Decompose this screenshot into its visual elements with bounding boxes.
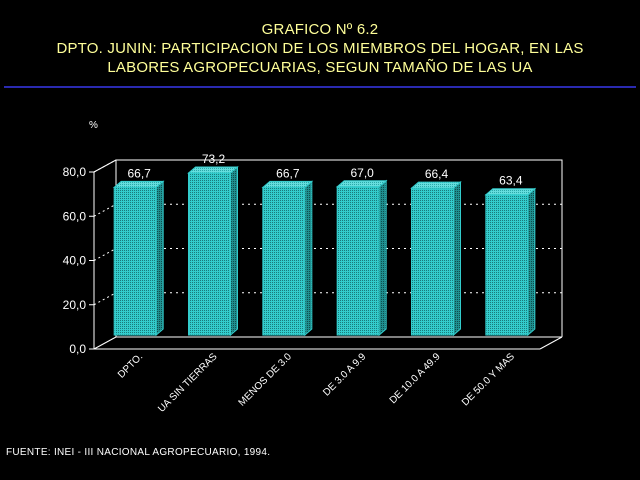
bar-side xyxy=(527,187,536,337)
x-category-label: DPTO. xyxy=(116,351,145,380)
x-category-label: DE 10.0 A 49.9 xyxy=(388,351,443,406)
bar-top xyxy=(187,166,239,174)
bar-front xyxy=(411,187,454,336)
bar-value-label: 66,7 xyxy=(276,166,300,180)
bar xyxy=(112,180,165,337)
bar-front xyxy=(188,172,231,336)
bar-side xyxy=(230,165,238,337)
bar-side xyxy=(453,181,461,337)
bar-top xyxy=(410,181,462,189)
bar-top xyxy=(335,180,388,188)
bar xyxy=(335,179,388,337)
bar xyxy=(484,187,537,337)
bar-side xyxy=(155,180,164,337)
y-tick-label: 60,0 xyxy=(63,209,87,223)
side-gridline xyxy=(93,203,117,217)
side-gridline xyxy=(93,248,117,261)
bar-side xyxy=(304,180,313,337)
bar-top xyxy=(484,188,537,196)
x-category-label: UA SIN TIERRAS xyxy=(156,351,220,415)
bar-side xyxy=(378,179,387,337)
bar-value-label: 66,7 xyxy=(127,166,151,180)
x-category-label: DE 50.0 Y MAS xyxy=(460,351,517,408)
bar-value-label: 63,4 xyxy=(499,174,523,188)
y-tick-label: 0,0 xyxy=(69,342,86,356)
x-category-label: DE 3.0 A 9.9 xyxy=(321,351,368,398)
floor-right-edge xyxy=(539,336,563,350)
bar-front xyxy=(262,186,306,336)
bar-value-label: 73,2 xyxy=(202,152,226,166)
y-tick-label: 40,0 xyxy=(63,254,87,268)
y-tick-label: 80,0 xyxy=(63,165,87,179)
title-line-3: LABORES AGROPECUARIAS, SEGUN TAMAÑO DE L… xyxy=(107,59,533,76)
side-gridline xyxy=(93,292,117,306)
bar-front xyxy=(485,194,529,336)
source-note: FUENTE: INEI - III NACIONAL AGROPECUARIO… xyxy=(6,447,271,458)
floor-left-edge xyxy=(93,336,117,350)
x-category-label: MENOS DE 3.0 xyxy=(237,351,295,409)
bars-group xyxy=(112,165,537,337)
bar-value-label: 67,0 xyxy=(350,166,374,180)
bar xyxy=(187,165,239,337)
side-gridline xyxy=(93,159,117,173)
title-line-1: GRAFICO Nº 6.2 xyxy=(261,21,379,38)
bar-front xyxy=(113,186,157,336)
chart-title: GRAFICO Nº 6.2 DPTO. JUNIN: PARTICIPACIO… xyxy=(0,20,640,77)
bar xyxy=(410,181,462,337)
y-tick-label: 20,0 xyxy=(63,298,87,312)
y-unit-label: % xyxy=(89,120,98,131)
bar-top xyxy=(261,180,314,188)
bar-front xyxy=(336,186,380,336)
bar-value-label: 66,4 xyxy=(425,167,449,181)
bar-top xyxy=(112,180,165,188)
title-line-2: DPTO. JUNIN: PARTICIPACION DE LOS MIEMBR… xyxy=(56,40,584,57)
title-divider xyxy=(4,86,636,88)
bar xyxy=(261,180,314,337)
